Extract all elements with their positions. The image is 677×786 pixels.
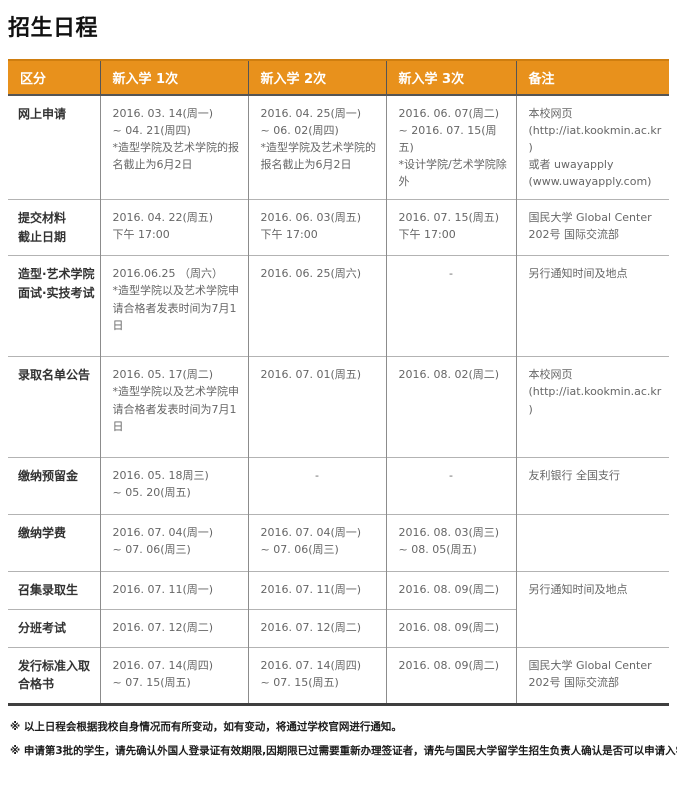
cell-batch1: 2016. 04. 22(周五) 下午 17:00 [99, 199, 248, 256]
cell-batch1: 2016.06.25 （周六） *造型学院以及艺术学院申请合格者发表时间为7月1… [99, 255, 248, 357]
cell-batch3: 2016. 08. 09(周二) [385, 609, 516, 648]
cell-batch1: 2016. 07. 14(周四) ~ 07. 15(周五) [99, 646, 248, 705]
header-remarks: 备注 [515, 59, 669, 96]
cell-batch2: 2016. 04. 25(周一) ~ 06. 02(周四) *造型学院及艺术学院… [247, 95, 386, 200]
row-label: 发行标准入取 合格书 [8, 646, 100, 705]
row-label: 分班考试 [8, 609, 100, 648]
cell-batch3: 2016. 08. 03(周三) ~ 08. 05(周五) [385, 514, 516, 572]
cell-batch2: 2016. 07. 04(周一) ~ 07. 06(周三) [247, 514, 386, 572]
row-label: 造型·艺术学院 面试·实技考试 [8, 255, 100, 357]
row-label: 召集录取生 [8, 571, 100, 610]
cell-batch2: 2016. 06. 25(周六) [247, 255, 386, 357]
cell-batch1: 2016. 03. 14(周一) ~ 04. 21(周四) *造型学院及艺术学院… [99, 95, 248, 200]
cell-batch3: 2016. 08. 09(周二) [385, 571, 516, 610]
cell-batch3: - [385, 457, 516, 515]
row-label: 提交材料 截止日期 [8, 199, 100, 256]
admission-schedule-table: 区分 新入学 1次 新入学 2次 新入学 3次 备注 网上申请 2016. 03… [8, 59, 669, 706]
cell-batch1: 2016. 07. 12(周二) [99, 609, 248, 648]
table-row-student-assembly: 召集录取生 2016. 07. 11(周一) 2016. 07. 11(周一) … [8, 571, 669, 648]
header-batch-1: 新入学 1次 [99, 59, 248, 96]
page-title: 招生日程 [8, 16, 99, 41]
header-batch-3: 新入学 3次 [385, 59, 516, 96]
footnotes: ※ 以上日程会根据我校自身情况而有所变动，如有变动，将通过学校官网进行通知。 ※… [10, 719, 677, 760]
row-label: 缴纳学费 [8, 514, 100, 572]
footnote-schedule-change: ※ 以上日程会根据我校自身情况而有所变动，如有变动，将通过学校官网进行通知。 [10, 720, 402, 733]
row-label: 缴纳预留金 [8, 457, 100, 515]
cell-remark: 另行通知时间及地点 [515, 571, 669, 648]
cell-batch2: 2016. 07. 12(周二) [247, 609, 386, 648]
cell-batch3: 2016. 08. 09(周二) [385, 646, 516, 705]
cell-remark: 国民大学 Global Center 202号 国际交流部 [515, 199, 669, 256]
table-row-deposit-payment: 缴纳预留金 2016. 05. 18周三) ~ 05. 20(周五) - - 友… [8, 457, 669, 515]
row-label: 录取名单公告 [8, 356, 100, 458]
table-row-tuition-payment: 缴纳学费 2016. 07. 04(周一) ~ 07. 06(周三) 2016.… [8, 514, 669, 572]
cell-batch1: 2016. 07. 04(周一) ~ 07. 06(周三) [99, 514, 248, 572]
cell-batch2: - [247, 457, 386, 515]
table-row-online-application: 网上申请 2016. 03. 14(周一) ~ 04. 21(周四) *造型学院… [8, 95, 669, 200]
table-row-certificate-issue: 发行标准入取 合格书 2016. 07. 14(周四) ~ 07. 15(周五)… [8, 646, 669, 705]
cell-remark: 本校网页 (http://iat.kookmin.ac.kr) [515, 356, 669, 458]
cell-remark [515, 514, 669, 572]
cell-batch1: 2016. 05. 17(周二) *造型学院以及艺术学院申请合格者发表时间为7月… [99, 356, 248, 458]
cell-batch2: 2016. 07. 01(周五) [247, 356, 386, 458]
header-batch-2: 新入学 2次 [247, 59, 386, 96]
table-header-row: 区分 新入学 1次 新入学 2次 新入学 3次 备注 [8, 59, 669, 96]
row-label: 网上申请 [18, 107, 67, 121]
table-row-interview-exam: 造型·艺术学院 面试·实技考试 2016.06.25 （周六） *造型学院以及艺… [8, 255, 669, 357]
cell-batch1: 2016. 07. 11(周一) [99, 571, 248, 610]
cell-batch3: 2016. 07. 15(周五) 下午 17:00 [385, 199, 516, 256]
cell-remark: 本校网页 (http://iat.kookmin.ac.kr) 或者 uwaya… [515, 95, 669, 200]
footnote-batch3-visa: ※ 申请第3批的学生，请先确认外国人登录证有效期限,因期限已过需要重新办理签证者… [10, 744, 677, 757]
cell-batch1: 2016. 05. 18周三) ~ 05. 20(周五) [99, 457, 248, 515]
table-row-material-deadline: 提交材料 截止日期 2016. 04. 22(周五) 下午 17:00 2016… [8, 199, 669, 256]
cell-batch3: - [385, 255, 516, 357]
cell-remark: 另行通知时间及地点 [515, 255, 669, 357]
cell-batch2: 2016. 06. 03(周五) 下午 17:00 [247, 199, 386, 256]
cell-remark: 国民大学 Global Center 202号 国际交流部 [515, 646, 669, 705]
table-row-placement-test: 分班考试 2016. 07. 12(周二) 2016. 07. 12(周二) 2… [8, 609, 669, 648]
cell-batch2: 2016. 07. 14(周四) ~ 07. 15(周五) [247, 646, 386, 705]
cell-batch3: 2016. 08. 02(周二) [385, 356, 516, 458]
cell-remark: 友利银行 全国支行 [515, 457, 669, 515]
cell-batch2: 2016. 07. 11(周一) [247, 571, 386, 610]
cell-batch3: 2016. 06. 07(周二) ~ 2016. 07. 15(周五) *设计学… [385, 95, 516, 200]
header-category: 区分 [8, 59, 100, 96]
table-row-admission-list: 录取名单公告 2016. 05. 17(周二) *造型学院以及艺术学院申请合格者… [8, 356, 669, 458]
